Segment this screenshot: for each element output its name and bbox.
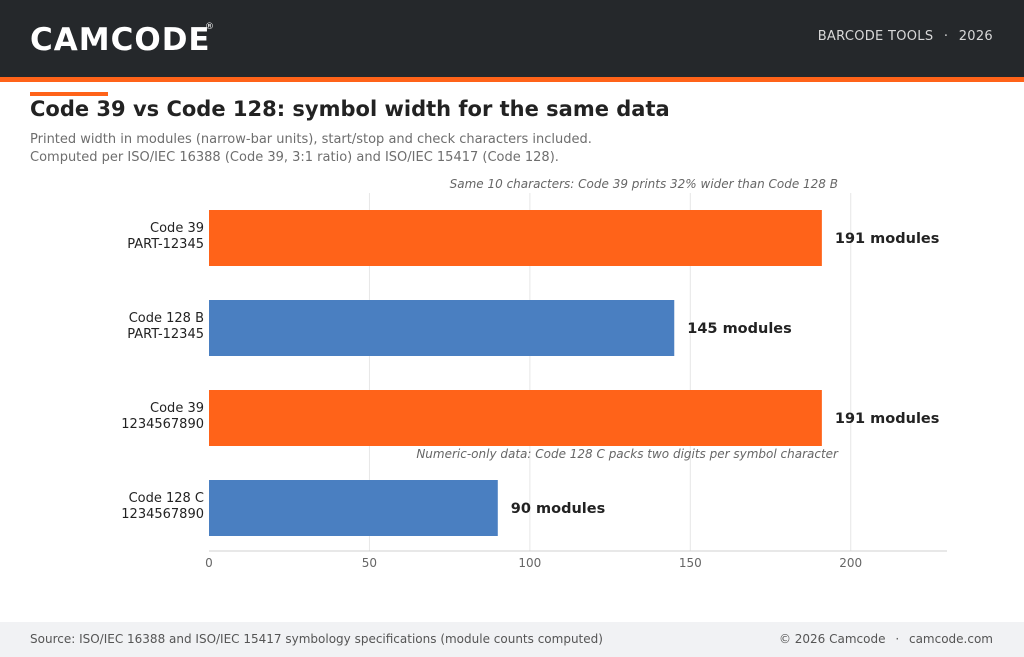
category-label: PART-12345 [127,327,204,342]
footer-separator: · [895,632,900,646]
bar-value-label: 191 modules [835,411,940,427]
header-separator: · [943,29,949,44]
chart-subtitle: Printed width in modules (narrow-bar uni… [30,131,592,167]
header-accent-stripe [0,77,1024,82]
header-year: 2026 [958,29,993,44]
category-label: Code 39 [150,221,204,236]
chart-title: Code 39 vs Code 128: symbol width for th… [30,97,670,121]
x-tick-label: 0 [205,556,213,570]
header-section-label: BARCODE TOOLS · 2026 [818,29,993,44]
category-label: Code 39 [150,401,204,416]
title-accent-bar [30,92,108,96]
category-label: 1234567890 [121,417,204,432]
camcode-logo[interactable]: CAMCODE [30,22,211,58]
subtitle-line-1: Printed width in modules (narrow-bar uni… [30,132,592,147]
annotation-numeric-only: Numeric-only data: Code 128 C packs two … [416,447,839,461]
copyright-text: © 2026 Camcode [778,632,886,646]
x-tick-label: 150 [679,556,702,570]
x-tick-label: 100 [518,556,541,570]
annotation-same-characters: Same 10 characters: Code 39 prints 32% w… [450,177,838,191]
bar-code39 [209,210,822,266]
section-name: BARCODE TOOLS [817,29,934,44]
category-label: Code 128 B [129,311,204,326]
site-link[interactable]: camcode.com [908,632,993,646]
category-label: 1234567890 [121,507,204,522]
bar-value-label: 145 modules [687,321,792,337]
bar-value-label: 90 modules [511,501,605,517]
bar-code128 [209,300,675,356]
header-bar [0,0,1024,77]
bar-code128 [209,480,498,536]
subtitle-line-2: Computed per ISO/IEC 16388 (Code 39, 3:1… [30,150,559,165]
footer-bar [0,622,1024,657]
x-tick-label: 200 [839,556,862,570]
category-label: Code 128 C [129,491,204,506]
registered-mark: ® [205,22,214,32]
bar-code39 [209,390,822,446]
category-label: PART-12345 [127,237,204,252]
footer-source: Source: ISO/IEC 16388 and ISO/IEC 15417 … [30,632,603,646]
footer-copyright: © 2026 Camcode · camcode.com [779,632,993,646]
x-tick-label: 50 [362,556,377,570]
bar-value-label: 191 modules [835,231,940,247]
